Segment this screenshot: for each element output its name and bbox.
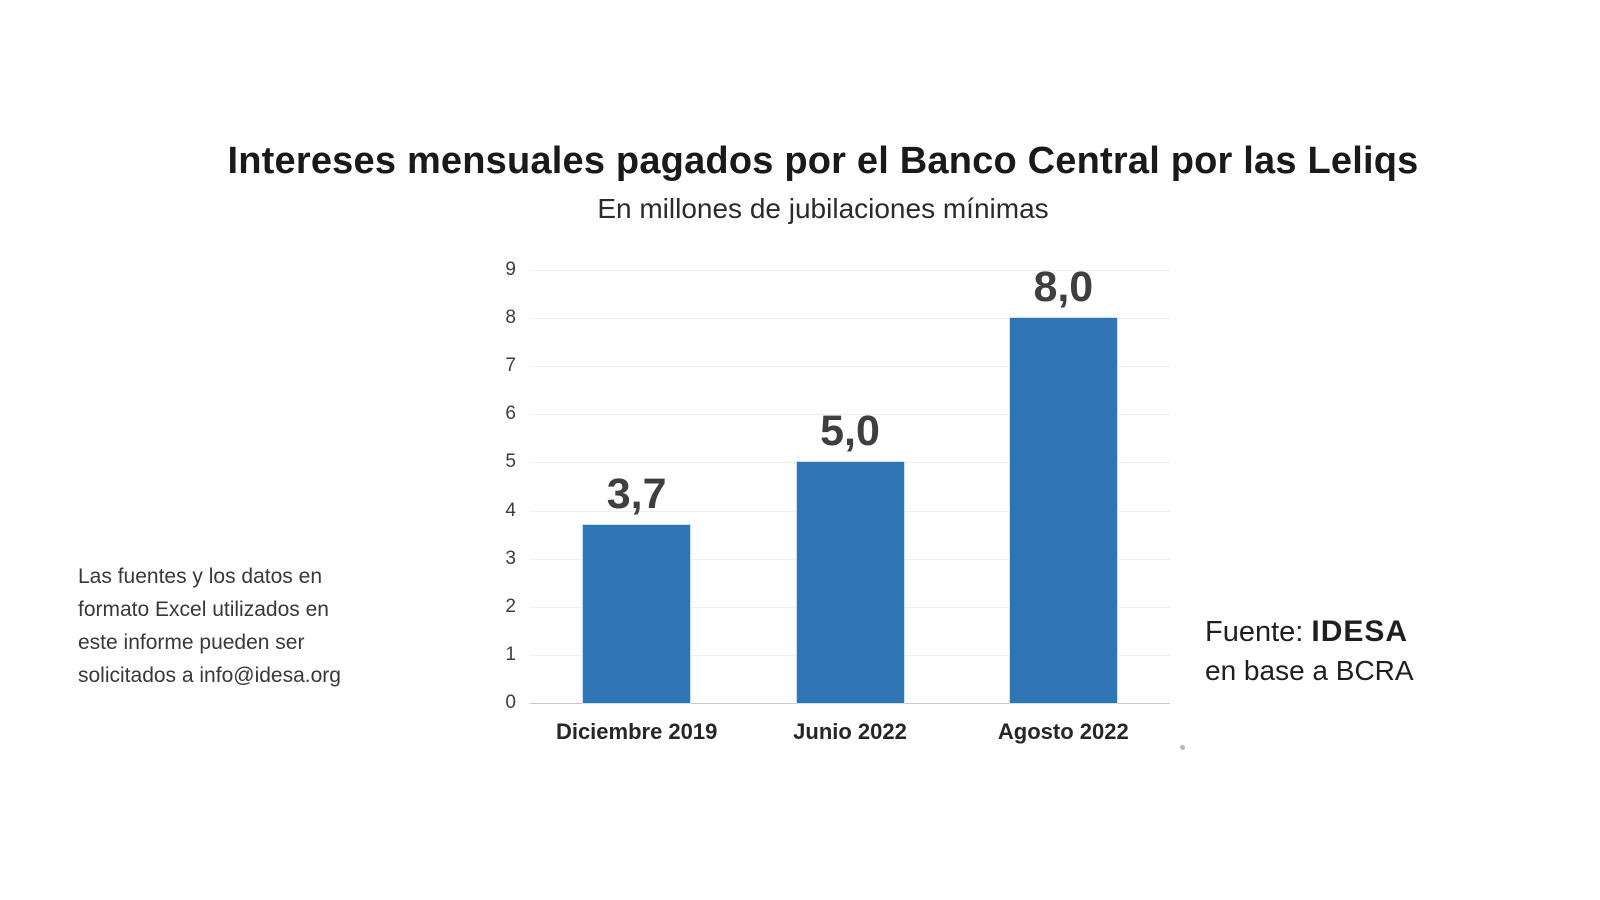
note-line: formato Excel utilizados en (78, 598, 329, 621)
y-tick-label: 1 (505, 643, 516, 665)
gridline (530, 270, 1170, 271)
source-attribution: Fuente: IDESA en base a BCRA (1205, 615, 1414, 687)
note-left: Las fuentes y los datos en formato Excel… (78, 560, 341, 692)
y-tick-label: 4 (505, 499, 516, 521)
y-tick-label: 6 (505, 403, 516, 425)
y-tick-label: 7 (505, 355, 516, 377)
gridline (530, 366, 1170, 368)
y-tick-label: 0 (505, 692, 516, 713)
chart-subtitle: En millones de jubilaciones mínimas (597, 193, 1049, 224)
y-tick-label: 3 (505, 547, 516, 569)
x-axis-line (530, 703, 1170, 704)
y-tick-label: 8 (505, 307, 516, 329)
bar-value-label: 3,7 (606, 470, 667, 518)
source-line: Fuente: IDESA (1205, 615, 1414, 649)
source-secondary: en base a BCRA (1205, 655, 1414, 686)
x-category-label: Junio 2022 (793, 719, 907, 744)
plot-area: 3,7 Diciembre 2019 5,0 Junio 2022 8,0 Agosto … (530, 266, 1170, 744)
y-tick-label: 5 (505, 451, 516, 473)
x-category-label: Diciembre 2019 (555, 719, 718, 744)
title-block: Intereses mensuales pagados por el Banco… (46, 140, 1600, 225)
bar-value-label: 8,0 (1033, 263, 1094, 312)
note-line: solicitados a info@idesa.org (78, 664, 341, 687)
note-line: este informe pueden ser (78, 631, 305, 654)
y-axis-labels: 0 1 2 3 4 5 6 7 8 9 (478, 259, 522, 713)
gridline (530, 414, 1170, 416)
stray-mark (1180, 745, 1185, 750)
bar-value-label: 5,0 (820, 407, 880, 456)
bar-chart: 0 1 2 3 4 5 6 7 8 9 3,7 Diciembre 2019 5,0 Junio 202… (478, 259, 1178, 750)
bar (796, 462, 904, 703)
chart-title: Intereses mensuales pagados por el Banco… (227, 140, 1419, 182)
note-line: Las fuentes y los datos en (78, 565, 322, 588)
y-tick-label: 9 (505, 259, 516, 280)
gridline (530, 318, 1170, 320)
source-name: IDESA (1311, 615, 1409, 648)
y-tick-label: 2 (505, 595, 516, 617)
source-prefix: Fuente: (1205, 616, 1304, 648)
bar (1009, 318, 1117, 703)
bar (583, 525, 691, 703)
x-category-label: Agosto 2022 (997, 719, 1129, 744)
